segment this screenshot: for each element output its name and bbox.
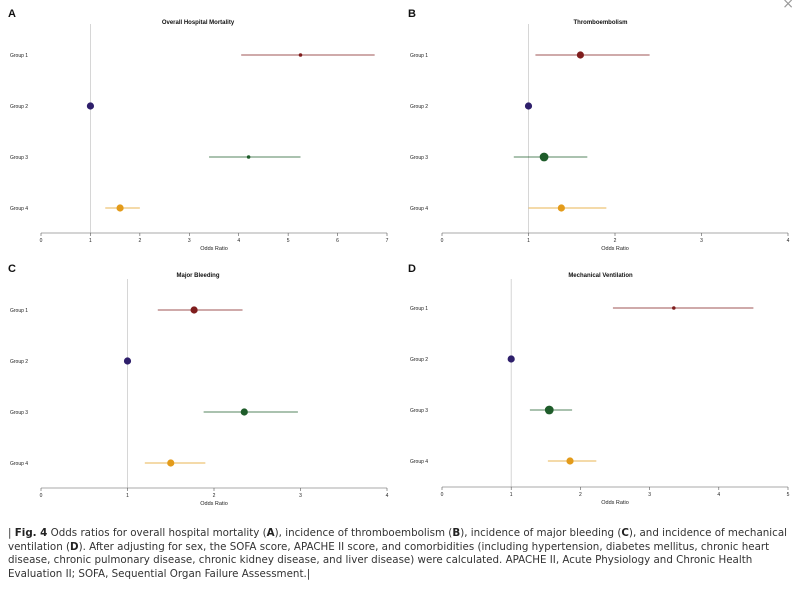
odds-ratio-point	[116, 204, 124, 212]
y-category-label: Group 3	[10, 155, 28, 161]
x-axis-label: Odds Ratio	[200, 246, 228, 252]
y-category-label: Group 4	[410, 206, 428, 212]
y-category-label: Group 1	[410, 53, 428, 59]
odds-ratio-point	[298, 53, 303, 57]
chart-title: Thromboembolism	[573, 20, 628, 26]
chart-panel-a: A Overall Hospital Mortality 0 1 2 3 4 5 6 7 Odd…	[8, 8, 389, 258]
x-tick-label: 1	[510, 492, 513, 498]
x-tick-label: 0	[441, 492, 444, 498]
panel-letter: A	[8, 8, 16, 20]
caption-ref: D	[70, 540, 79, 553]
x-tick-label: 4	[717, 492, 720, 498]
x-axis-label: Odds Ratio	[601, 500, 629, 506]
chart-title: Major Bleeding	[176, 273, 220, 279]
x-tick-label: 0	[441, 238, 444, 244]
y-category-label: Group 3	[410, 408, 428, 414]
x-tick-label: 1	[89, 238, 92, 244]
chart-title: Mechanical Ventilation	[568, 273, 633, 279]
x-tick-label: 7	[386, 238, 389, 244]
x-tick-label: 4	[386, 493, 389, 499]
caption-text: ), incidence of major bleeding (	[460, 527, 622, 539]
forest-plot: 0 1 2 3 4 5 6 7 Odds Ratio Group 1 Group 2 Group 3 G…	[10, 24, 389, 252]
forest-plot: 0 1 2 3 4 5 Odds Ratio Group 1 Group 2 Group 3 Gro…	[410, 279, 790, 506]
panel-letter: D	[408, 263, 416, 275]
odds-ratio-point	[557, 204, 565, 212]
caption-ref: C	[621, 527, 629, 539]
x-tick-label: 0	[40, 493, 43, 499]
x-tick-label: 3	[648, 492, 651, 498]
x-tick-label: 5	[287, 238, 290, 244]
caption-text: ), incidence of thromboembolism (	[274, 527, 453, 539]
y-category-label: Group 2	[10, 104, 28, 110]
caption-text: ), and incidence of mechanical ventilati…	[8, 527, 787, 553]
y-category-label: Group 4	[410, 459, 428, 465]
caption-prefix: |	[8, 527, 15, 539]
chart-panel-b: B Thromboembolism 0 1 2 3 4 Odds Ratio Group 1…	[408, 8, 793, 258]
x-tick-label: 3	[299, 493, 302, 499]
x-tick-label: 2	[213, 493, 216, 499]
y-category-label: Group 2	[10, 359, 28, 365]
close-icon[interactable]: ×	[782, 0, 794, 12]
x-tick-label: 5	[787, 492, 790, 498]
odds-ratio-point	[240, 408, 248, 416]
odds-ratio-point	[167, 459, 175, 467]
x-tick-label: 1	[126, 493, 129, 499]
odds-ratio-point	[539, 152, 549, 162]
x-axis-label: Odds Ratio	[601, 246, 629, 252]
y-category-label: Group 3	[10, 410, 28, 416]
x-tick-label: 2	[138, 238, 141, 244]
x-tick-label: 0	[40, 238, 43, 244]
caption-fig-label: Fig. 4	[14, 527, 48, 539]
y-category-label: Group 4	[10, 206, 28, 212]
y-category-label: Group 1	[10, 53, 28, 59]
caption-text: ). After adjusting for sex, the SOFA sco…	[8, 540, 770, 580]
y-category-label: Group 2	[410, 104, 428, 110]
forest-plot: 0 1 2 3 4 Odds Ratio Group 1 Group 2 Group 3 Grou…	[410, 24, 790, 252]
odds-ratio-point	[246, 155, 251, 159]
odds-ratio-point	[544, 405, 554, 415]
chart-title: Overall Hospital Mortality	[161, 20, 235, 26]
panel-letter: B	[408, 8, 416, 20]
panel-letter: C	[8, 263, 16, 275]
odds-ratio-point	[524, 102, 533, 110]
odds-ratio-point	[672, 306, 676, 310]
x-tick-label: 2	[579, 492, 582, 498]
y-category-label: Group 2	[410, 357, 428, 363]
odds-ratio-point	[576, 51, 584, 59]
caption-ref: B	[452, 527, 461, 539]
x-tick-label: 1	[527, 238, 530, 244]
x-axis-label: Odds Ratio	[200, 501, 228, 507]
odds-ratio-point	[86, 102, 95, 110]
x-tick-label: 3	[700, 238, 703, 244]
y-category-label: Group 1	[10, 308, 28, 314]
odds-ratio-point	[123, 357, 132, 365]
x-tick-label: 2	[614, 238, 617, 244]
odds-ratio-point	[566, 457, 574, 465]
odds-ratio-point	[507, 355, 515, 363]
y-category-label: Group 3	[410, 155, 428, 161]
y-category-label: Group 4	[10, 461, 28, 467]
caption-ref: A	[266, 527, 275, 539]
x-tick-label: 3	[188, 238, 191, 244]
x-tick-label: 4	[237, 238, 240, 244]
chart-panel-c: C Major Bleeding 0 1 2 3 4 Odds Ratio Group 1 G…	[8, 263, 389, 513]
x-tick-label: 6	[336, 238, 339, 244]
forest-plot: 0 1 2 3 4 Odds Ratio Group 1 Group 2 Group 3 Grou…	[10, 279, 389, 507]
x-tick-label: 4	[787, 238, 790, 244]
caption-text: Odds ratios for overall hospital mortali…	[47, 527, 267, 539]
figure-caption: | Fig. 4 Odds ratios for overall hospita…	[8, 527, 793, 581]
odds-ratio-point	[190, 306, 198, 314]
chart-panel-d: D Mechanical Ventilation 0 1 2 3 4 5 Odds Rati…	[408, 263, 793, 513]
y-category-label: Group 1	[410, 306, 428, 312]
